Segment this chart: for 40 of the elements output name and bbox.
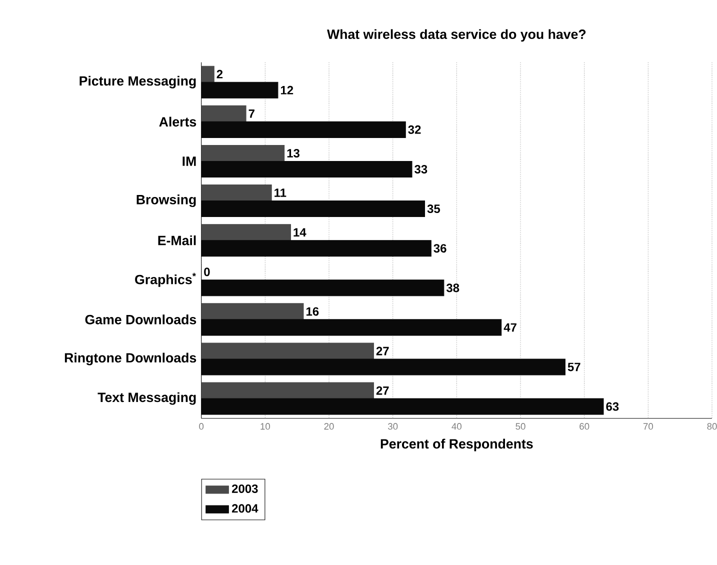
data-label: 14	[294, 228, 306, 236]
data-label: 32	[408, 125, 421, 134]
data-label: 47	[504, 323, 516, 332]
chart-title: What wireless data service do you have?	[327, 29, 586, 42]
y-tick-label: E-Mail	[158, 235, 196, 246]
data-label: 38	[446, 284, 460, 292]
legend-label: 2003	[232, 484, 258, 493]
x-axis-title: Percent of Respondents	[380, 438, 533, 452]
y-tick-label: Game Downloads	[85, 314, 196, 324]
data-label: 33	[414, 164, 428, 174]
data-label: 57	[568, 362, 580, 372]
x-tick-label: 10	[260, 423, 270, 430]
data-label: 12	[280, 86, 294, 94]
x-tick-label: 50	[516, 423, 526, 430]
data-label: 27	[376, 386, 389, 395]
data-label: 35	[427, 204, 440, 214]
x-tick-label: 30	[388, 423, 398, 430]
x-tick-label: 20	[324, 423, 334, 430]
data-label: 36	[434, 244, 446, 253]
data-label: 0	[204, 268, 210, 276]
data-label: 2	[216, 70, 223, 78]
data-label: 7	[248, 110, 254, 118]
x-tick-label: 80	[707, 423, 717, 430]
legend-label: 2004	[232, 504, 258, 513]
x-tick-label: 60	[580, 423, 590, 430]
y-tick-label: Graphics$^{*}$	[135, 272, 196, 287]
y-tick-label: Picture Messaging	[80, 76, 196, 88]
data-label: 13	[287, 148, 300, 158]
data-label: 16	[306, 307, 319, 316]
y-tick-label: Browsing	[136, 194, 196, 208]
y-tick-label: Ringtone Downloads	[64, 352, 196, 366]
data-label: 63	[606, 402, 619, 411]
y-tick-label: Text Messaging	[98, 392, 196, 405]
y-tick-label: IM	[182, 156, 196, 166]
data-label: 27	[376, 346, 389, 356]
y-tick-label: Alerts	[159, 116, 196, 127]
x-tick-label: 40	[452, 423, 462, 430]
x-tick-label: 70	[643, 423, 653, 430]
x-tick-label: 0	[199, 423, 204, 430]
data-label: 11	[274, 188, 286, 197]
